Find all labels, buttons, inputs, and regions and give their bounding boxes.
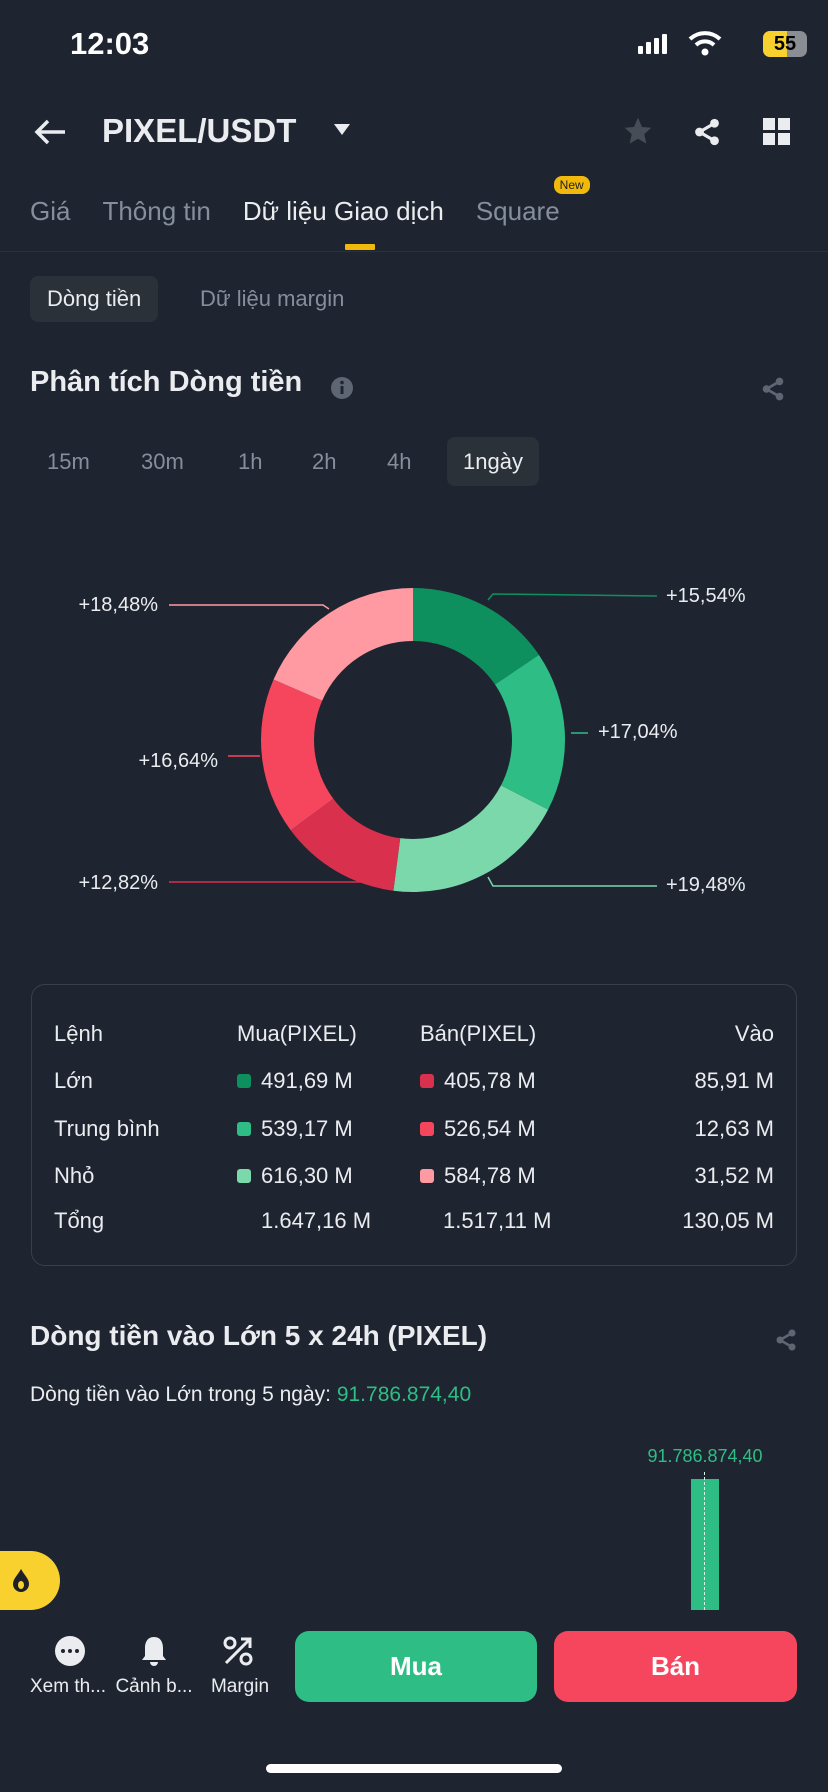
- timeframe-15m[interactable]: 15m: [47, 449, 90, 474]
- status-time: 12:03: [70, 26, 150, 61]
- wifi-icon: [688, 31, 722, 56]
- row-label: Nhỏ: [54, 1163, 95, 1188]
- signal-icon: [638, 34, 667, 54]
- donut-slice-large-sell: [290, 798, 401, 891]
- sell-color-dot: [420, 1169, 434, 1183]
- timeframe-4h[interactable]: 4h: [387, 449, 412, 474]
- buy-color-dot: [237, 1169, 251, 1183]
- row-buy-value: 616,30 M: [261, 1163, 353, 1188]
- tab-info[interactable]: Thông tin: [102, 196, 211, 226]
- inflow-value: 91.786.874,40: [336, 1383, 472, 1406]
- row-sell: 405,78 M: [420, 1068, 536, 1094]
- money-flow-table: Lệnh Mua(PIXEL) Bán(PIXEL) Vào Lớn 491,6…: [31, 984, 797, 1266]
- home-indicator: [266, 1764, 562, 1773]
- dropdown-caret-icon[interactable]: [334, 124, 350, 136]
- slice-label-medium-buy: +17,04%: [598, 721, 678, 743]
- slice-label-small-sell: +18,48%: [78, 594, 158, 616]
- leader-line-large-sell: [169, 874, 395, 883]
- slice-label-large-buy: +15,54%: [666, 585, 746, 607]
- timeframe-1day[interactable]: 1ngày: [447, 437, 539, 486]
- donut-slice-medium-sell: [261, 679, 334, 831]
- sell-button[interactable]: Bán: [554, 1631, 797, 1702]
- subtab-money-flow[interactable]: Dòng tiền: [30, 276, 159, 322]
- total-label: Tổng: [54, 1208, 105, 1233]
- margin-label[interactable]: Margin: [210, 1676, 270, 1697]
- row-sell: 526,54 M: [420, 1116, 536, 1142]
- buy-button[interactable]: Mua: [295, 1631, 537, 1702]
- row-net: 31,52 M: [694, 1163, 775, 1188]
- divider: [0, 251, 828, 252]
- bell-icon[interactable]: [137, 1634, 171, 1668]
- leader-line-large-buy: [487, 593, 658, 601]
- header-order: Lệnh: [54, 1021, 103, 1046]
- leader-line-small-sell: [169, 604, 330, 610]
- money-flow-donut-chart: [169, 588, 658, 892]
- large-inflow-title: Dòng tiền vào Lớn 5 x 24h (PIXEL): [30, 1320, 488, 1351]
- row-net: 85,91 M: [694, 1068, 775, 1093]
- row-label: Lớn: [54, 1068, 93, 1093]
- row-net: 12,63 M: [694, 1115, 775, 1141]
- info-icon[interactable]: [330, 376, 354, 400]
- total-buy: 1.647,16 M: [261, 1208, 372, 1233]
- more-label[interactable]: Xem th...: [29, 1676, 107, 1697]
- row-buy: 616,30 M: [237, 1163, 353, 1189]
- timeframe-30m[interactable]: 30m: [141, 449, 184, 474]
- sell-color-dot: [420, 1074, 434, 1088]
- row-sell: 584,78 M: [420, 1163, 536, 1189]
- bar-data-label: 91.786.874,40: [647, 1446, 763, 1466]
- row-sell-value: 405,78 M: [444, 1068, 536, 1093]
- tab-trading-data[interactable]: Dữ liệu Giao dịch: [242, 196, 444, 226]
- row-sell-value: 584,78 M: [444, 1163, 536, 1188]
- donut-slice-medium-buy: [495, 654, 565, 810]
- total-net: 130,05 M: [682, 1208, 774, 1233]
- slice-label-large-sell: +12,82%: [78, 872, 158, 894]
- buy-color-dot: [237, 1121, 251, 1136]
- donut-slice-small-buy: [393, 785, 549, 892]
- row-buy-value: 539,17 M: [261, 1115, 353, 1141]
- row-label: Trung bình: [54, 1115, 160, 1141]
- percent-icon[interactable]: [221, 1634, 255, 1668]
- inflow-bar: [691, 1479, 719, 1610]
- main-tabs: Giá Thông tin Dữ liệu Giao dịch Square Ne…: [30, 176, 590, 227]
- donut-slice-large-buy: [413, 588, 539, 685]
- row-buy-value: 491,69 M: [261, 1068, 353, 1093]
- header-buy: Mua(PIXEL): [237, 1021, 357, 1046]
- buy-color-dot: [237, 1074, 251, 1088]
- row-buy: 491,69 M: [237, 1068, 353, 1094]
- slice-label-small-buy: +19,48%: [666, 874, 746, 896]
- row-buy: 539,17 M: [237, 1116, 353, 1142]
- grid-layout-icon[interactable]: [763, 118, 791, 146]
- battery-indicator: 55: [763, 31, 807, 57]
- header-net: Vào: [734, 1021, 774, 1046]
- tab-square[interactable]: Square New: [475, 176, 590, 227]
- large-inflow-subtitle: Dòng tiền vào Lớn trong 5 ngày: 91.786.8…: [30, 1383, 471, 1407]
- bar-crosshair: [704, 1472, 705, 1610]
- share-analysis-icon[interactable]: [760, 376, 786, 402]
- subtab-margin-data[interactable]: Dữ liệu margin: [200, 286, 345, 311]
- timeframe-1h[interactable]: 1h: [238, 449, 263, 474]
- flame-icon: [13, 1569, 29, 1592]
- active-tab-indicator: [345, 244, 375, 250]
- row-sell-value: 526,54 M: [444, 1115, 536, 1141]
- share-inflow-icon[interactable]: [774, 1328, 798, 1352]
- subtitle-text: Dòng tiền vào Lớn trong 5 ngày:: [30, 1383, 331, 1406]
- more-icon[interactable]: [53, 1634, 87, 1668]
- timeframe-2h[interactable]: 2h: [312, 449, 337, 474]
- donut-slice-small-sell: [273, 588, 413, 701]
- leader-line-small-buy: [487, 876, 657, 887]
- back-arrow-icon[interactable]: [34, 118, 68, 146]
- tab-price[interactable]: Giá: [30, 196, 71, 226]
- new-badge: New: [553, 176, 590, 194]
- floating-fire-button[interactable]: [0, 1551, 60, 1610]
- analysis-title: Phân tích Dòng tiền: [30, 366, 303, 398]
- share-icon[interactable]: [692, 116, 722, 148]
- slice-label-medium-sell: +16,64%: [138, 750, 218, 772]
- header-sell: Bán(PIXEL): [420, 1021, 537, 1046]
- tab-square-label: Square: [475, 196, 560, 226]
- sell-color-dot: [420, 1121, 434, 1136]
- alert-label[interactable]: Cảnh b...: [115, 1676, 193, 1697]
- total-sell: 1.517,11 M: [443, 1208, 552, 1233]
- star-icon[interactable]: [622, 115, 654, 147]
- pair-title[interactable]: PIXEL/USDT: [102, 112, 297, 149]
